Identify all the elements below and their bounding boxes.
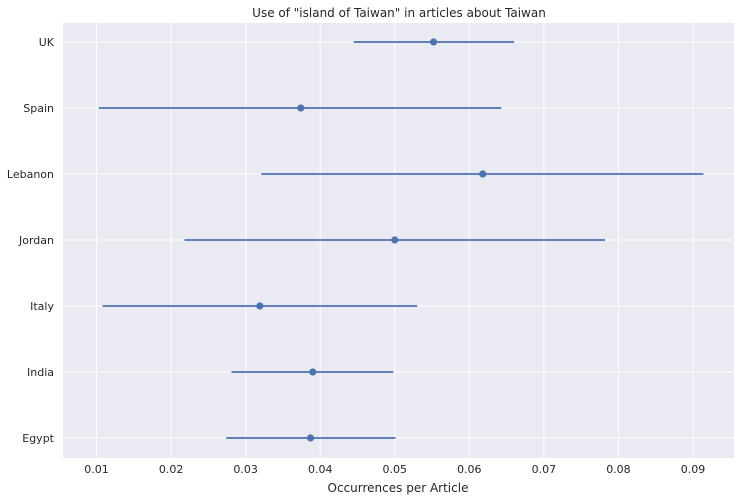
y-tick-label: Lebanon [7, 168, 54, 181]
data-point [391, 236, 399, 244]
x-tick-label: 0.02 [159, 463, 184, 476]
x-tick-labels: 0.01 0.02 0.03 0.04 0.05 0.06 0.07 0.08 0.09 [84, 463, 705, 476]
x-tick-label: 0.05 [383, 463, 408, 476]
data-point [306, 434, 315, 442]
x-tick-label: 0.04 [308, 463, 333, 476]
x-tick-label: 0.07 [532, 463, 557, 476]
x-tick-label: 0.03 [233, 463, 258, 476]
x-axis-title: Occurrences per Article [328, 481, 469, 495]
data-point [429, 38, 438, 46]
y-tick-label: UK [39, 36, 55, 49]
data-point [297, 104, 305, 112]
data-marks [98, 38, 704, 442]
x-tick-label: 0.08 [606, 463, 631, 476]
data-point [479, 170, 487, 178]
x-tick-label: 0.01 [84, 463, 109, 476]
x-tick-label: 0.09 [681, 463, 706, 476]
y-tick-label: Egypt [22, 432, 54, 445]
y-tick-label: Spain [23, 102, 54, 115]
data-point [309, 368, 317, 376]
y-tick-label: Jordan [18, 234, 54, 247]
y-tick-label: India [27, 366, 54, 379]
chart-title: Use of "island of Taiwan" in articles ab… [252, 6, 546, 20]
data-point [256, 302, 264, 310]
y-tick-label: Italy [30, 300, 54, 313]
y-tick-labels: UK Spain Lebanon Jordan Italy India Egypt [7, 36, 55, 445]
x-tick-label: 0.06 [457, 463, 482, 476]
